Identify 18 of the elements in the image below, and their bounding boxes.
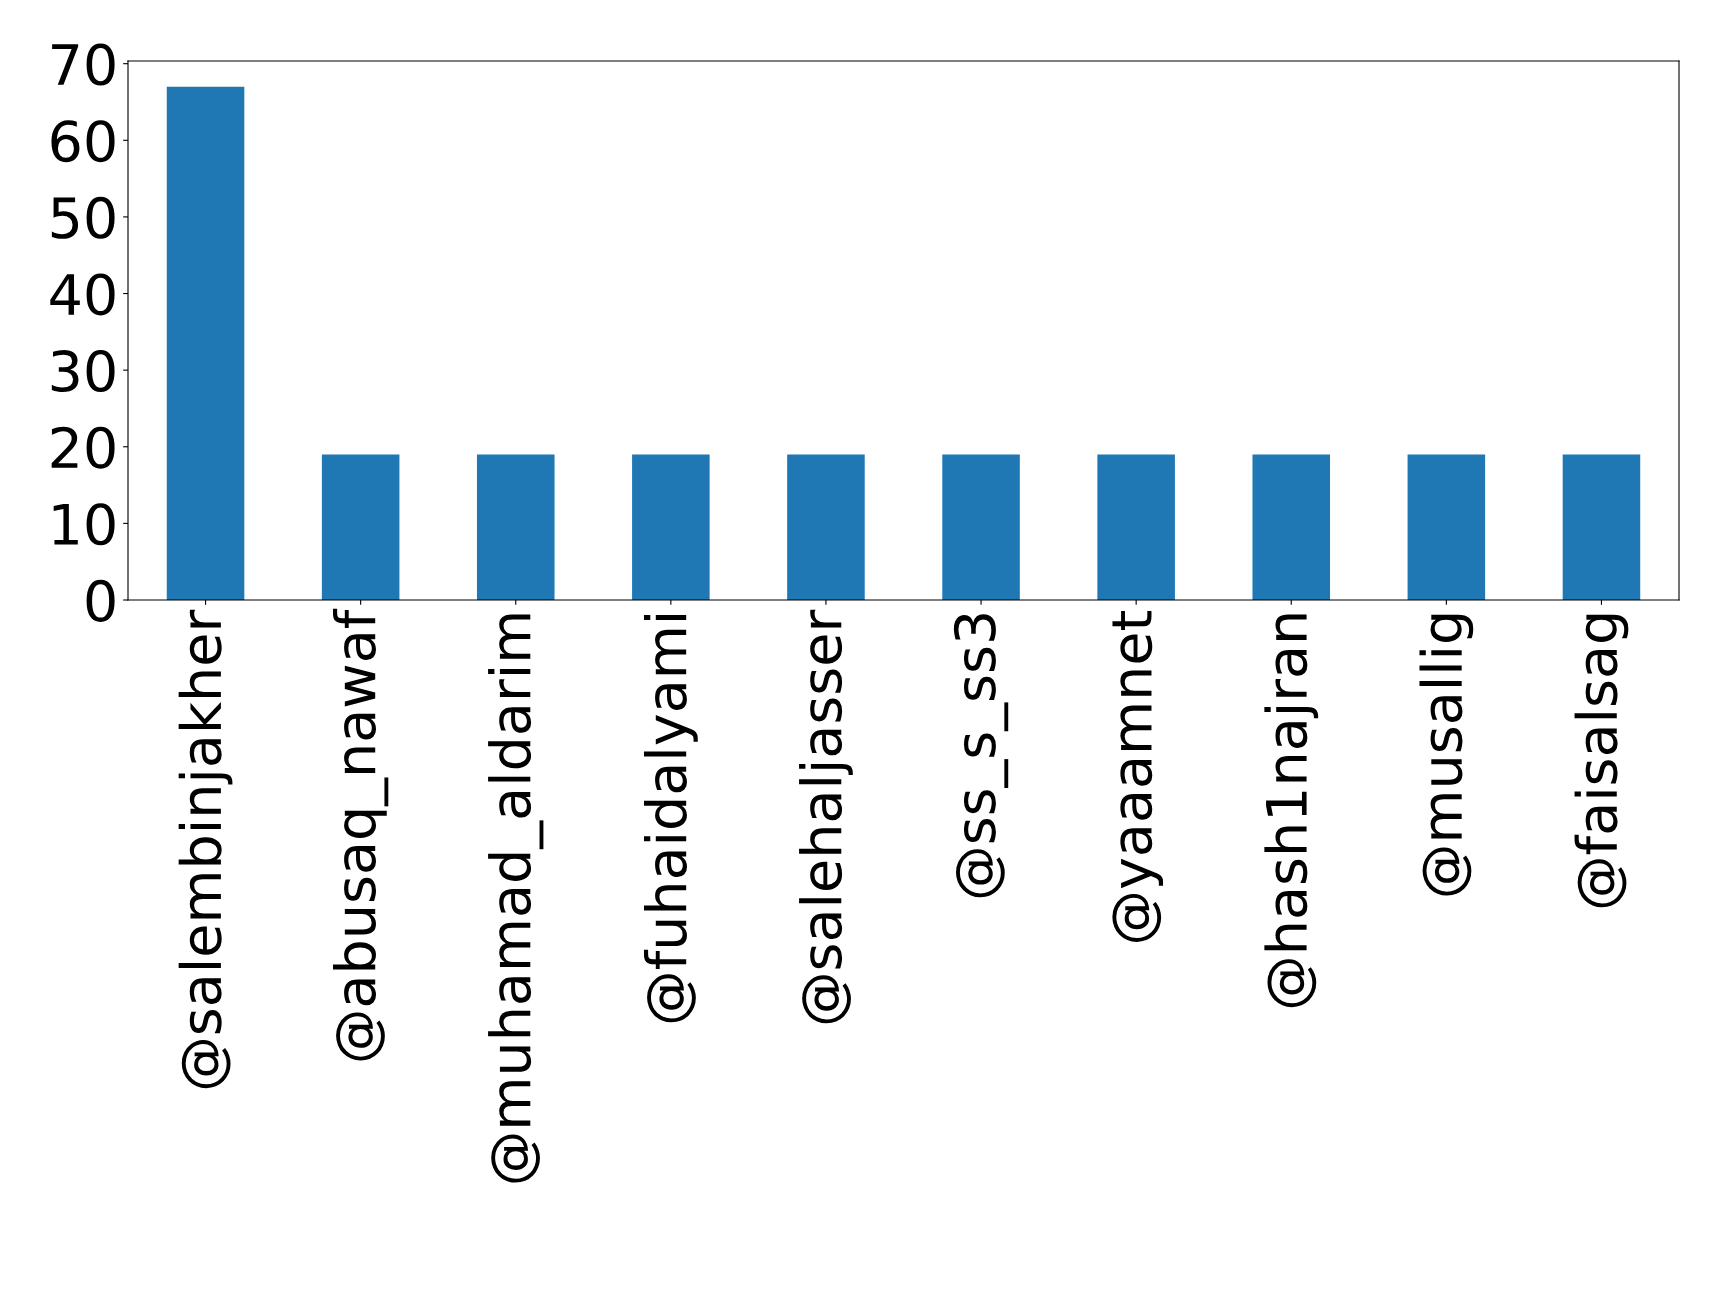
- x-tick-label: @faisalsag: [1574, 614, 1629, 908]
- y-tick-label: 0: [86, 579, 115, 622]
- x-tick-label: @salembinjakher: [178, 609, 233, 1089]
- x-tick-label: @abusaq_nawaf: [332, 608, 389, 1061]
- x-tick-label: @fuhaidalyami: [643, 614, 698, 1023]
- x-tick-label: @ss_s_ss3: [953, 614, 1009, 898]
- y-tick-label: 70: [52, 43, 115, 86]
- y-tick-label: 20: [51, 426, 115, 469]
- x-tick-label: @muhamad_aldarim: [488, 614, 544, 1183]
- y-tick-label: 40: [50, 273, 115, 316]
- y-tick-label: 30: [51, 350, 115, 393]
- x-tick-label: @yaaamnet: [1112, 611, 1164, 942]
- x-tick-label: @musallig: [1419, 614, 1474, 896]
- y-tick-label: 60: [51, 120, 115, 163]
- x-tick-label: @salehaljasser: [799, 609, 853, 1024]
- x-tick-label: @hash1najran: [1264, 614, 1319, 1008]
- y-tick-label: 10: [53, 503, 115, 546]
- y-tick-label: 50: [51, 196, 115, 239]
